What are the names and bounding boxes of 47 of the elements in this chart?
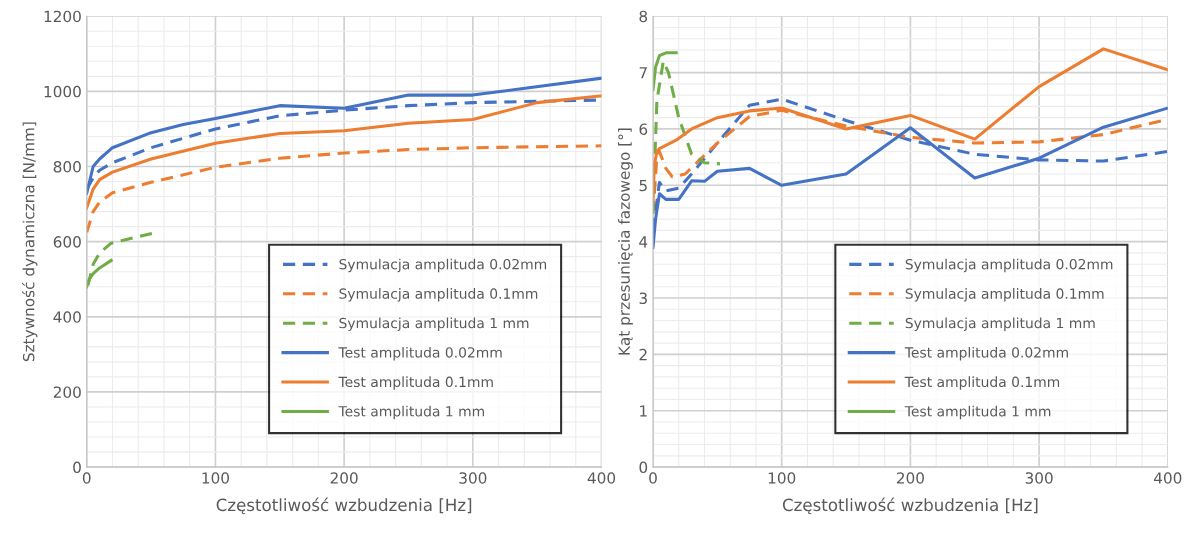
y-tick-label: 1 bbox=[640, 405, 647, 417]
x-tick-label: 0 bbox=[649, 472, 657, 484]
y-tick-label: 600 bbox=[53, 236, 81, 248]
y-tick-label: 400 bbox=[53, 311, 81, 323]
x-tick-label: 300 bbox=[459, 472, 487, 484]
legend-label: Symulacja amplituda 0.1mm bbox=[339, 288, 538, 302]
y-tick-label: 1000 bbox=[44, 85, 81, 98]
line-series bbox=[86, 76, 602, 195]
legend-label: Test amplituda 0.02mm bbox=[904, 346, 1068, 361]
x-tick-label: 400 bbox=[587, 472, 616, 484]
y-tick-label: 4 bbox=[639, 236, 648, 248]
y-axis-title: Kąt przesunięcia fazowego [°] bbox=[618, 128, 633, 355]
y-tick-label: 8 bbox=[639, 10, 648, 23]
y-tick-label: 0 bbox=[639, 461, 648, 474]
y-tick-label: 3 bbox=[639, 292, 647, 305]
y-tick-label: 2 bbox=[639, 348, 647, 361]
x-tick-label: 100 bbox=[202, 472, 229, 484]
x-tick-label: 200 bbox=[330, 472, 358, 484]
legend-label: Test amplituda 0.1mm bbox=[338, 376, 493, 390]
x-tick-label: 100 bbox=[768, 472, 796, 484]
x-tick-label: 200 bbox=[896, 472, 924, 484]
legend-label: Test amplituda 0.1mm bbox=[904, 376, 1060, 390]
x-tick-label: 0 bbox=[82, 472, 91, 484]
x-tick-label: 400 bbox=[1153, 472, 1182, 484]
x-axis-title: Częstotliwość wzbudzenia [Hz] bbox=[782, 497, 1038, 515]
legend-label: Symulacja amplituda 0.02mm bbox=[905, 258, 1113, 273]
line-series bbox=[653, 47, 1168, 204]
y-tick-label: 800 bbox=[53, 160, 81, 173]
y-tick-label: 5 bbox=[639, 179, 647, 192]
y-axis-title: Sztywność dynamiczna [N/mm] bbox=[22, 122, 38, 362]
x-tick-label: 300 bbox=[1025, 472, 1053, 484]
y-tick-label: 200 bbox=[53, 386, 81, 398]
legend-label: Test amplituda 1 mm bbox=[904, 405, 1051, 420]
y-tick-label: 6 bbox=[639, 123, 648, 135]
y-tick-label: 1200 bbox=[44, 10, 81, 23]
line-series bbox=[86, 144, 602, 234]
line-series bbox=[653, 51, 678, 91]
legend-label: Symulacja amplituda 1 mm bbox=[905, 317, 1095, 331]
y-tick-label: 7 bbox=[639, 67, 647, 79]
x-axis-title: Częstotliwość wzbudzenia [Hz] bbox=[216, 497, 472, 515]
legend-label: Symulacja amplituda 1 mm bbox=[339, 317, 529, 331]
legend-label: Symulacja amplituda 0.1mm bbox=[905, 288, 1104, 302]
legend-label: Test amplituda 1 mm bbox=[338, 405, 484, 420]
y-tick-label: 0 bbox=[73, 461, 81, 474]
legend-label: Test amplituda 0.02mm bbox=[338, 346, 502, 361]
line-series bbox=[86, 94, 602, 210]
legend-label: Symulacja amplituda 0.02mm bbox=[339, 258, 547, 273]
